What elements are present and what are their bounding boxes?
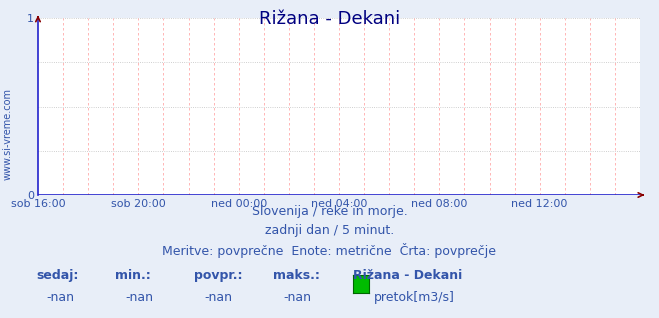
Text: Rižana - Dekani: Rižana - Dekani [353, 269, 462, 282]
Text: Meritve: povprečne  Enote: metrične  Črta: povprečje: Meritve: povprečne Enote: metrične Črta:… [163, 243, 496, 258]
Text: -nan: -nan [125, 291, 153, 304]
Text: maks.:: maks.: [273, 269, 320, 282]
Text: -nan: -nan [283, 291, 311, 304]
Text: zadnji dan / 5 minut.: zadnji dan / 5 minut. [265, 224, 394, 237]
Text: Rižana - Dekani: Rižana - Dekani [259, 10, 400, 28]
Text: -nan: -nan [46, 291, 74, 304]
Text: Slovenija / reke in morje.: Slovenija / reke in morje. [252, 205, 407, 218]
Text: povpr.:: povpr.: [194, 269, 243, 282]
Text: www.si-vreme.com: www.si-vreme.com [3, 87, 13, 180]
Text: min.:: min.: [115, 269, 151, 282]
Text: -nan: -nan [204, 291, 232, 304]
Text: sedaj:: sedaj: [36, 269, 78, 282]
Text: pretok[m3/s]: pretok[m3/s] [374, 291, 455, 304]
